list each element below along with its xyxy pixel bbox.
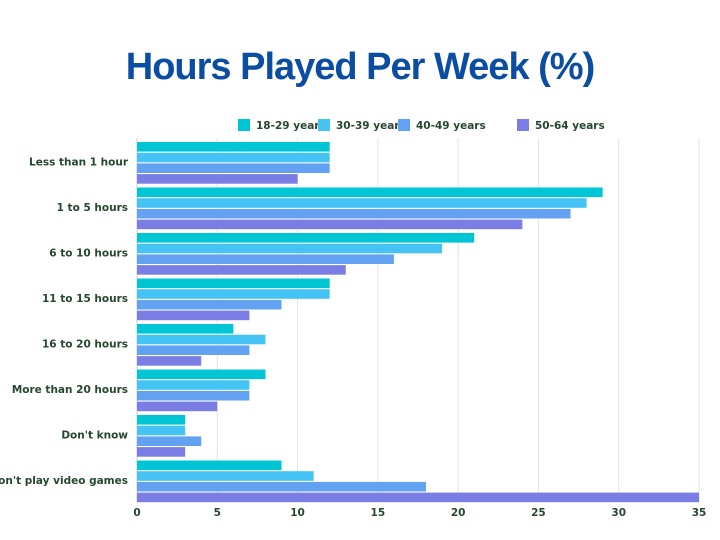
legend-label: 50-64 years xyxy=(535,120,605,132)
bar-18-29-years xyxy=(137,369,266,380)
bar-50-64-years xyxy=(137,174,298,184)
category-labels: Less than 1 hour 1 to 5 hours 6 to 10 hour… xyxy=(0,156,129,487)
legend-swatch xyxy=(517,119,529,131)
legend: 18-29 years 30-39 years 40-49 years 50-64 y… xyxy=(238,119,605,132)
bar-30-39-years xyxy=(137,334,266,345)
x-tick-label: 5 xyxy=(214,507,221,519)
legend-label: 40-49 years xyxy=(416,120,486,132)
chart-title: Hours Played Per Week (%) xyxy=(126,46,594,88)
bar-18-29-years xyxy=(137,233,475,243)
x-tick-labels: 0 5 10 15 20 25 30 35 xyxy=(133,507,706,519)
bar-50-64-years xyxy=(137,310,250,321)
bar-40-49-years xyxy=(137,345,250,355)
bar-30-39-years xyxy=(137,243,443,254)
bar-50-64-years xyxy=(137,356,202,366)
bar-18-29-years xyxy=(137,187,603,198)
bar-30-39-years xyxy=(137,471,314,481)
legend-swatch xyxy=(238,119,250,131)
bar-40-49-years xyxy=(137,254,394,264)
bar-18-29-years xyxy=(137,278,330,289)
bars xyxy=(137,142,699,503)
category-label: Don't know xyxy=(61,429,128,441)
bar-50-64-years xyxy=(137,492,699,503)
bar-30-39-years xyxy=(137,425,186,436)
bar-40-49-years xyxy=(137,481,427,492)
bar-40-49-years xyxy=(137,436,202,446)
bar-50-64-years xyxy=(137,447,186,457)
category-label: I don't play video games xyxy=(0,475,128,487)
bar-50-64-years xyxy=(137,401,218,412)
category-label: 11 to 15 hours xyxy=(42,293,128,305)
x-tick-label: 35 xyxy=(692,507,707,519)
bar-40-49-years xyxy=(137,163,330,173)
bar-30-39-years xyxy=(137,289,330,299)
category-label: More than 20 hours xyxy=(12,384,128,396)
bar-30-39-years xyxy=(137,380,250,390)
x-tick-label: 30 xyxy=(611,507,626,519)
category-label: 6 to 10 hours xyxy=(49,247,128,259)
x-tick-label: 20 xyxy=(451,507,466,519)
category-label: 16 to 20 hours xyxy=(42,338,128,350)
x-tick-label: 25 xyxy=(531,507,546,519)
bar-18-29-years xyxy=(137,142,330,152)
bar-40-49-years xyxy=(137,208,571,219)
legend-swatch xyxy=(318,119,330,131)
bar-30-39-years xyxy=(137,152,330,163)
x-tick-label: 15 xyxy=(371,507,386,519)
bar-40-49-years xyxy=(137,390,250,401)
category-label: Less than 1 hour xyxy=(29,156,129,168)
bar-18-29-years xyxy=(137,415,186,425)
bar-18-29-years xyxy=(137,460,282,471)
legend-label: 18-29 years xyxy=(256,120,326,132)
bar-18-29-years xyxy=(137,324,234,334)
legend-label: 30-39 years xyxy=(336,120,406,132)
bar-50-64-years xyxy=(137,219,523,230)
x-tick-label: 0 xyxy=(133,507,140,519)
bar-50-64-years xyxy=(137,265,346,275)
x-tick-label: 10 xyxy=(290,507,305,519)
bar-40-49-years xyxy=(137,299,282,310)
bar-30-39-years xyxy=(137,198,587,208)
category-label: 1 to 5 hours xyxy=(57,202,128,214)
legend-swatch xyxy=(398,119,410,131)
